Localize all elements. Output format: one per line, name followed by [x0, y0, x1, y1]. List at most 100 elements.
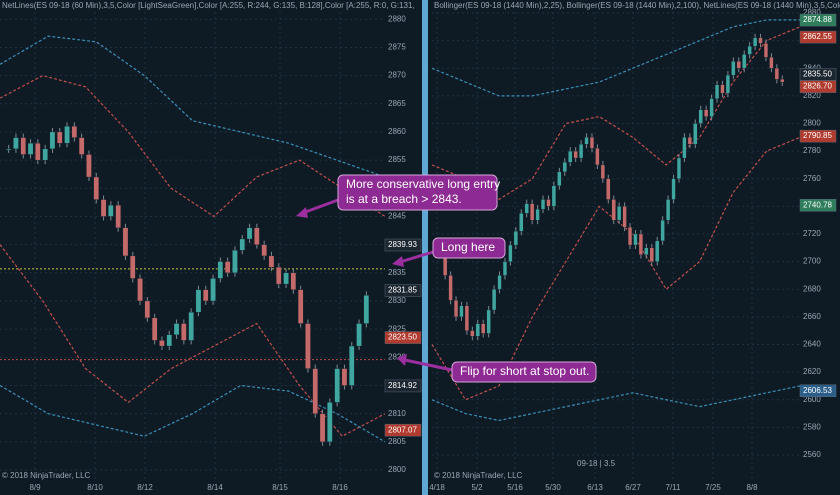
- y-tick-label: 2840: [803, 63, 821, 72]
- x-tick-label: 6/13: [587, 483, 603, 492]
- price-tag: [799, 384, 837, 397]
- candle: [122, 227, 129, 257]
- candle: [475, 323, 480, 337]
- band-line: [431, 385, 801, 422]
- x-tick-label: 8/9: [29, 483, 41, 492]
- callout: [432, 237, 506, 259]
- price-tag: [384, 284, 422, 297]
- candle: [508, 244, 513, 262]
- candle: [173, 323, 180, 335]
- arrow-head: [392, 256, 404, 267]
- price-tag-label: 2831.85: [388, 286, 417, 295]
- candle: [210, 278, 216, 302]
- price-tag-label: 2826.70: [803, 82, 832, 91]
- price-tag: [384, 238, 422, 252]
- candle: [551, 185, 556, 207]
- candle: [584, 137, 589, 145]
- candle: [448, 275, 453, 301]
- candle: [319, 413, 326, 442]
- candle: [27, 143, 34, 155]
- candle: [195, 289, 202, 313]
- candle: [86, 154, 92, 178]
- candle: [693, 123, 698, 145]
- candle: [203, 289, 209, 302]
- candle: [290, 272, 297, 290]
- y-tick-label: 2720: [803, 229, 821, 238]
- y-tick-label: 2865: [388, 99, 406, 108]
- candle: [297, 289, 304, 324]
- candle: [611, 199, 616, 221]
- candle: [497, 275, 502, 290]
- candle: [305, 323, 311, 369]
- candle: [5, 148, 12, 151]
- callout-text: Flip for short at stop out.: [460, 364, 589, 378]
- y-tick-label: 2845: [388, 212, 406, 221]
- candle: [159, 340, 165, 347]
- price-tag: [384, 379, 422, 393]
- candle: [524, 203, 529, 214]
- x-tick-label: 5/2: [471, 483, 483, 492]
- price-tag-label: 2740.78: [803, 200, 832, 209]
- panel-footer: © 2018 NinjaTrader, LLC: [434, 471, 523, 480]
- candle: [627, 226, 633, 246]
- candle: [519, 213, 524, 232]
- candle: [137, 278, 143, 302]
- y-tick-label: 2855: [388, 155, 406, 164]
- band-line: [0, 74, 386, 218]
- price-tag-label: 2790.85: [803, 131, 832, 140]
- candle: [573, 150, 578, 159]
- y-tick-label: 2880: [803, 8, 821, 17]
- candle: [747, 46, 752, 55]
- y-tick-label: 2805: [388, 437, 406, 446]
- candle: [562, 162, 567, 172]
- candle: [676, 157, 682, 179]
- candle: [93, 176, 99, 200]
- candle: [530, 203, 535, 221]
- candle: [130, 255, 136, 279]
- candle: [464, 305, 469, 331]
- candle: [758, 37, 763, 44]
- callout: [451, 361, 597, 383]
- y-tick-label: 2600: [803, 395, 821, 404]
- candle: [714, 84, 720, 99]
- panel-splitter[interactable]: [422, 0, 428, 495]
- candle: [470, 330, 475, 337]
- y-tick-label: 2620: [803, 367, 821, 376]
- arrow: [399, 250, 434, 264]
- candle: [546, 199, 551, 207]
- price-tag: [384, 423, 422, 437]
- candle: [35, 143, 41, 161]
- candle: [341, 368, 348, 386]
- candle: [649, 247, 654, 262]
- x-tick-label: 7/25: [705, 483, 721, 492]
- candle: [246, 227, 253, 240]
- y-tick-label: 2560: [803, 450, 821, 459]
- status-text: 09-18 | 3.5: [577, 459, 616, 468]
- candle: [268, 255, 275, 268]
- candle: [78, 137, 85, 155]
- candle: [356, 323, 362, 347]
- candle: [71, 126, 78, 138]
- candle: [513, 231, 518, 246]
- candle: [239, 238, 245, 251]
- price-tag-label: 2823.50: [388, 333, 417, 342]
- candle: [780, 79, 785, 83]
- x-tick-label: 4/18: [429, 483, 445, 492]
- x-tick-label: 8/15: [272, 483, 288, 492]
- candle: [704, 109, 709, 117]
- candle: [742, 54, 747, 69]
- y-tick-label: 2680: [803, 284, 821, 293]
- candle: [540, 199, 546, 210]
- candle: [486, 309, 491, 334]
- y-tick-label: 2830: [388, 296, 406, 305]
- candle: [638, 233, 643, 255]
- candle: [188, 312, 194, 341]
- panel-footer: © 2018 NinjaTrader, LLC: [2, 471, 91, 480]
- y-tick-label: 2800: [388, 465, 406, 474]
- candle: [261, 244, 267, 257]
- candle: [20, 137, 26, 155]
- candle: [568, 150, 573, 163]
- candle: [535, 208, 540, 221]
- candle: [363, 295, 370, 324]
- candle: [644, 247, 649, 255]
